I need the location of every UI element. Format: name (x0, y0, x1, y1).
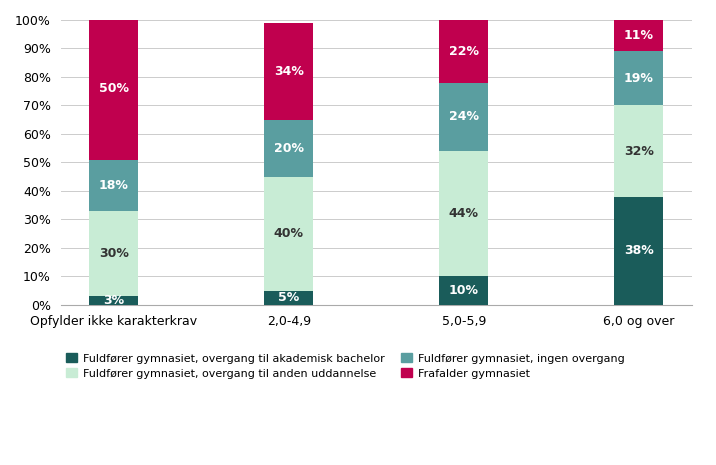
Text: 18%: 18% (99, 179, 129, 192)
Text: 5%: 5% (278, 292, 299, 304)
Bar (614, 106, 663, 197)
Bar (439, 277, 488, 305)
Text: 34%: 34% (274, 65, 304, 78)
Text: 22%: 22% (449, 45, 479, 58)
Text: 30%: 30% (99, 247, 129, 260)
Bar (264, 177, 313, 291)
Text: 38%: 38% (624, 244, 654, 257)
Text: 10%: 10% (449, 284, 479, 297)
Bar (264, 291, 313, 305)
Text: 50%: 50% (99, 82, 129, 95)
Text: 20%: 20% (274, 142, 304, 155)
Bar (614, 197, 663, 305)
Bar (439, 83, 488, 151)
Text: 19%: 19% (624, 72, 654, 85)
Bar (90, 296, 138, 305)
Bar (614, 20, 663, 51)
Bar (614, 51, 663, 106)
Bar (439, 151, 488, 277)
Bar (90, 211, 138, 296)
Legend: Fuldfører gymnasiet, overgang til akademisk bachelor, Fuldfører gymnasiet, overg: Fuldfører gymnasiet, overgang til akadem… (66, 353, 624, 379)
Bar (439, 20, 488, 83)
Text: 3%: 3% (103, 294, 125, 307)
Text: 44%: 44% (449, 207, 479, 220)
Text: 32%: 32% (624, 145, 654, 158)
Text: 40%: 40% (274, 227, 304, 240)
Text: 11%: 11% (624, 29, 654, 42)
Bar (264, 23, 313, 120)
Bar (264, 120, 313, 177)
Text: 24%: 24% (449, 110, 479, 123)
Bar (90, 159, 138, 211)
Bar (90, 17, 138, 159)
